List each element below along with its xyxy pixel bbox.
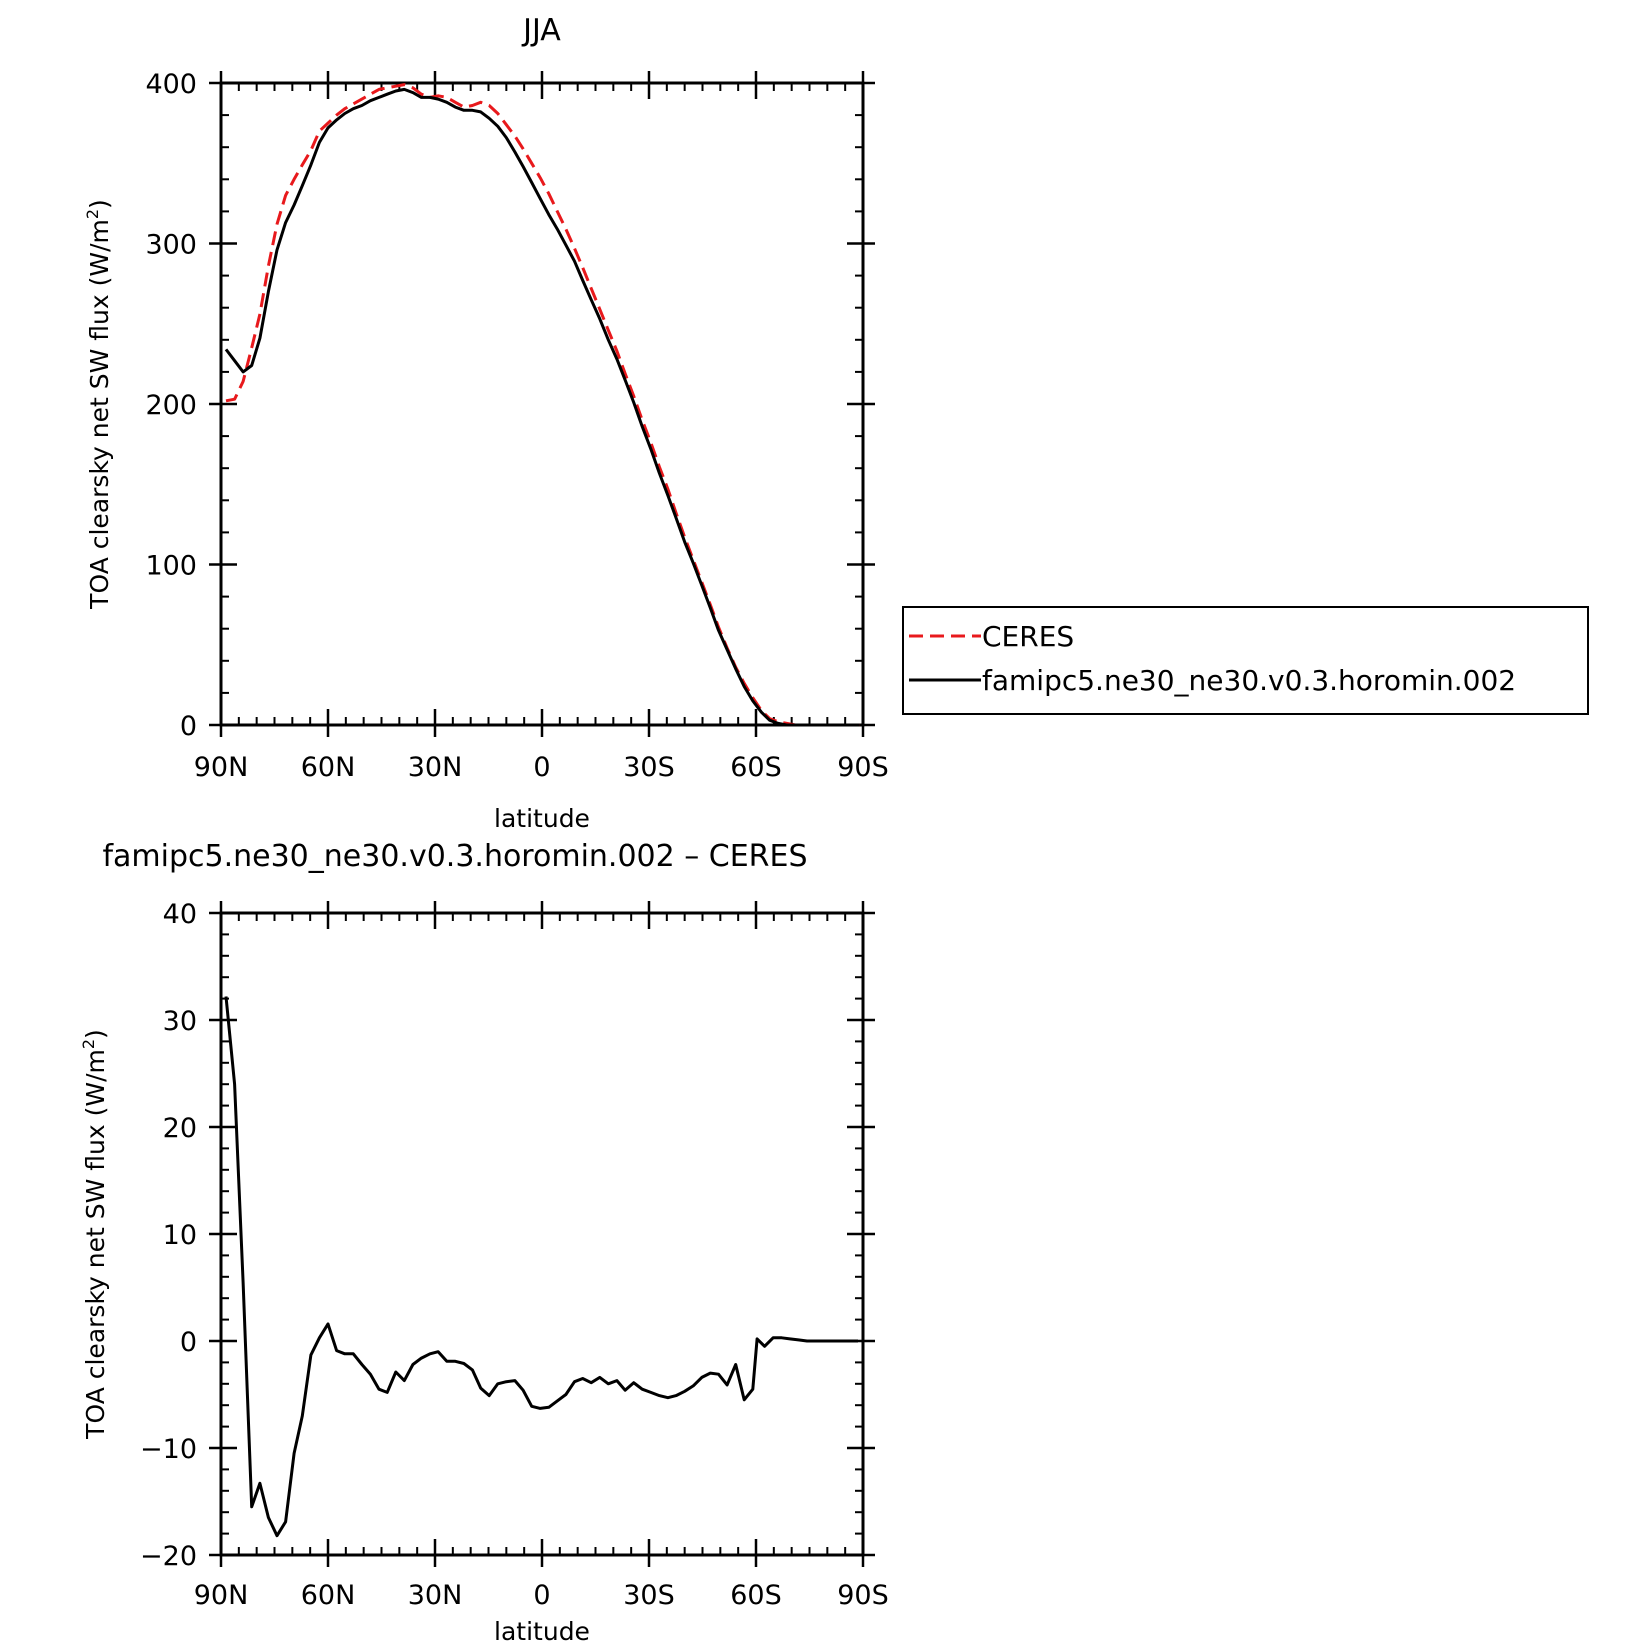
x-tick-label: 30S [623,752,675,783]
y-tick-label: −10 [140,1434,197,1465]
x-axis-label: latitude [494,804,590,833]
series-line-ceres [225,83,860,727]
y-tick-label: 100 [145,551,197,582]
x-tick-label: 30N [408,752,463,783]
y-tick-label: 200 [145,390,197,421]
y-axis-label: TOA clearsky net SW flux (W/m2) [83,199,114,610]
x-tick-label: 90N [194,1580,249,1611]
y-tick-label: −20 [140,1541,197,1572]
x-tick-label: 60S [730,752,782,783]
legend-label: famipc5.ne30_ne30.v0.3.horomin.002 [982,664,1516,697]
y-axis-label-main: TOA clearsky net SW flux (W/m [81,1049,110,1440]
x-tick-label: 60S [730,1580,782,1611]
legend-label: CERES [982,620,1074,653]
ticks [209,901,875,1567]
y-tick-label: 400 [145,69,197,100]
plot-frame [219,911,865,1557]
y-tick-label: 0 [180,711,197,742]
x-axis-label: latitude [494,1617,590,1646]
y-tick-label: 300 [145,230,197,261]
x-tick-label: 30S [623,1580,675,1611]
x-tick-label: 90S [837,1580,889,1611]
plot-frame [219,81,865,727]
x-tick-label: 0 [533,1580,550,1611]
y-tick-label: 0 [180,1327,197,1358]
y-tick-label: 40 [163,899,197,930]
chart-title: JJA [521,13,561,48]
y-tick-label: 30 [163,1006,197,1037]
y-axis-label-superscript: 2 [83,209,102,219]
y-tick-label: 10 [163,1220,197,1251]
x-tick-label: 60N [301,1580,356,1611]
x-tick-label: 90S [837,752,889,783]
x-tick-label: 90N [194,752,249,783]
y-axis-label-close: ) [81,1029,110,1039]
bottom-panel: 90N 60N 30N 0 30S 60S 90S −20 −10 0 10 20 30 40 famipc… [79,839,889,1646]
x-tick-label: 0 [533,752,550,783]
x-tick-label: 30N [408,1580,463,1611]
chart-title: famipc5.ne30_ne30.v0.3.horomin.002 – CER… [102,839,807,874]
y-tick-label: 20 [163,1113,197,1144]
y-axis-label-superscript: 2 [79,1039,98,1049]
top-panel: 90N 60N 30N 0 30S 60S 90S 0 100 200 300 400 JJA latit… [83,13,889,833]
y-axis-label: TOA clearsky net SW flux (W/m2) [79,1029,110,1440]
x-tick-label: 60N [301,752,356,783]
legend-box [902,606,1589,715]
series-line-difference [224,996,858,1538]
series-line-famipc5-ne30-ne30-v0-3-horomin-002 [224,87,860,727]
y-axis-label-main: TOA clearsky net SW flux (W/m [85,219,114,610]
legend: CERES famipc5.ne30_ne30.v0.3.horomin.002 [902,606,1589,715]
y-axis-label-close: ) [85,199,114,209]
